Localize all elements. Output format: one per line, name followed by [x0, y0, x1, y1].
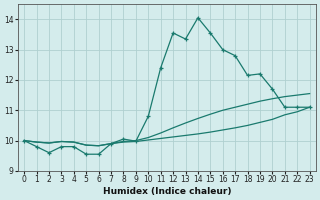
X-axis label: Humidex (Indice chaleur): Humidex (Indice chaleur): [103, 187, 231, 196]
